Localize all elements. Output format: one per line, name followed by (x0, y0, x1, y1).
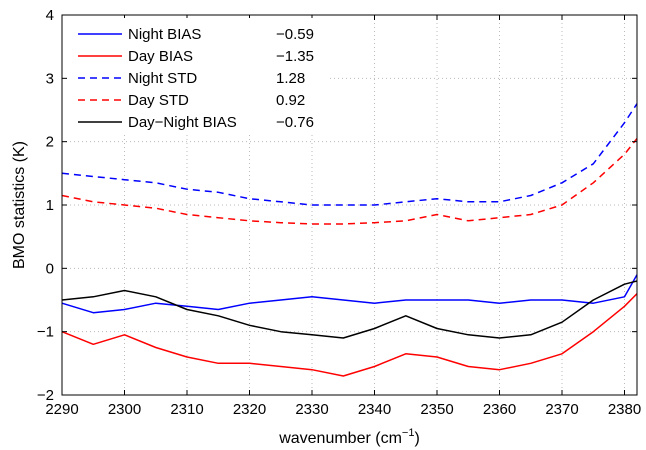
series-lines (61, 103, 638, 377)
series-line-night-std (61, 103, 638, 206)
x-tick-label: 2350 (420, 401, 453, 418)
legend: Night BIAS −0.59 Day BIAS −1.35 Night STD 1.2… (68, 18, 330, 134)
legend-stat-value: −0.76 (276, 114, 314, 131)
legend-label: Night STD (128, 70, 197, 87)
y-tick-label: 1 (46, 197, 54, 214)
series-line-day-bias (61, 293, 638, 377)
y-tick-label: 3 (46, 70, 54, 87)
y-tick-label: 0 (46, 260, 54, 277)
x-tick-label: 2300 (108, 401, 141, 418)
x-tick-label: 2320 (233, 401, 266, 418)
series-line-day-night-bias (61, 280, 638, 339)
legend-stat-value: 0.92 (276, 92, 305, 109)
legend-label: Night BIAS (128, 26, 201, 43)
x-tick-label: 2330 (295, 401, 328, 418)
legend-label: Day STD (128, 92, 189, 109)
legend-label: Day−Night BIAS (128, 114, 237, 131)
x-tick-label: 2360 (483, 401, 516, 418)
legend-label: Day BIAS (128, 48, 193, 65)
legend-stat-value: −1.35 (276, 48, 314, 65)
x-tick-label: 2370 (545, 401, 578, 418)
x-axis-label: wavenumber (cm−1) (278, 427, 420, 447)
x-tick-label: 2310 (170, 401, 203, 418)
x-tick-label: 2380 (608, 401, 641, 418)
series-line-night-bias (61, 274, 638, 314)
x-tick-label: 2290 (45, 401, 78, 418)
series-line-day-std (61, 138, 638, 225)
grid (62, 15, 637, 395)
legend-box (68, 18, 330, 134)
legend-stat-value: 1.28 (276, 70, 305, 87)
y-axis-label: BMO statistics (K) (11, 141, 28, 269)
y-tick-label: −2 (37, 387, 54, 404)
y-tick-label: 2 (46, 134, 54, 151)
legend-stat-value: −0.59 (276, 26, 314, 43)
ticks: 2290 2300 2310 2320 2330 2340 2350 2360 2370 2380… (37, 7, 641, 418)
x-tick-label: 2340 (358, 401, 391, 418)
y-tick-label: 4 (46, 7, 54, 24)
y-tick-label: −1 (37, 324, 54, 341)
